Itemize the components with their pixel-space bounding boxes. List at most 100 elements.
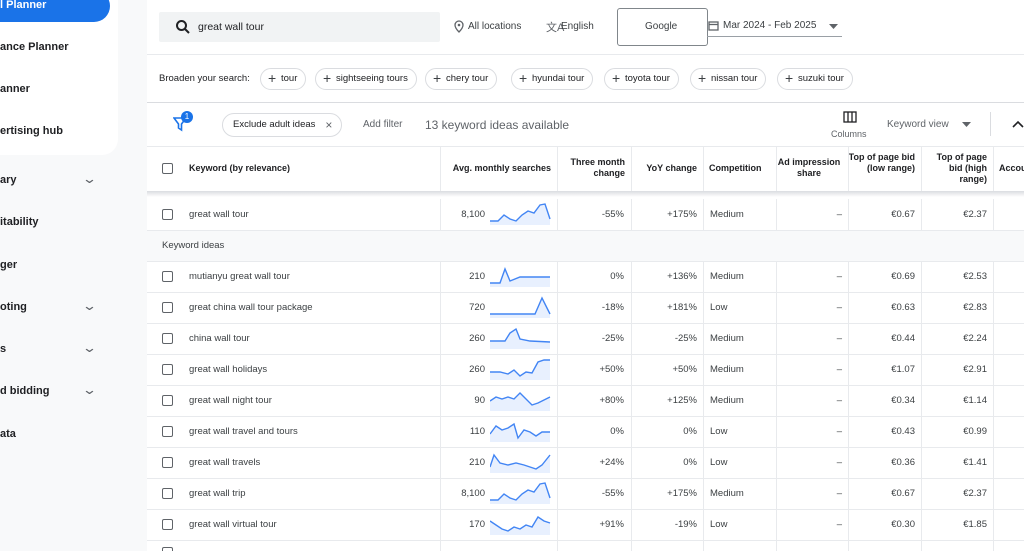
suggestion-chip[interactable]: nissan tour [690,68,767,90]
column-border [703,509,704,540]
column-border [703,199,704,230]
bid-low: €0.63 [891,301,915,313]
search-box[interactable] [159,12,440,42]
keyword[interactable]: great wall virtual tour [189,518,277,530]
suggestion-chip[interactable]: tour [260,68,307,90]
nav-item[interactable]: s [0,343,7,355]
checkbox[interactable] [162,394,173,406]
chevron[interactable]: ⌄ [81,382,98,397]
row-border [147,416,1024,417]
keyword[interactable]: mutianyu great wall tour [189,270,290,282]
ad-impression-share: – [836,332,842,344]
keyword[interactable]: great wall night tour [189,394,272,406]
column-border [631,323,632,354]
ad-impression-share: – [836,518,842,530]
column-header[interactable]: Top of page bid (high range) [936,152,987,184]
keyword[interactable]: great wall trip [189,487,246,499]
column-header[interactable]: Three month change [570,157,625,178]
keyword[interactable]: great wall holidays [189,363,268,375]
suggestion-chip[interactable]: chery tour [425,68,498,90]
nav-item[interactable]: l Planner [0,0,47,11]
chevron[interactable]: ⌄ [81,298,98,313]
checkbox[interactable] [162,425,173,437]
suggestion-chip[interactable]: hyundai tour [511,68,594,90]
checkbox[interactable] [162,487,173,499]
keyword[interactable]: great wall travel and tours [189,425,298,437]
bid-low: €1.07 [891,363,915,375]
divider [147,102,1024,103]
nav-item[interactable]: oting [0,301,27,313]
column-header[interactable]: Avg. monthly searches [452,163,551,173]
keyword-view[interactable]: Keyword view [887,119,949,130]
suggestion-chip[interactable]: suzuki tour [777,68,853,90]
column-border [631,385,632,416]
filter-badge: 1 [181,111,193,123]
avg-monthly-searches: 260 [469,332,485,344]
nav-item[interactable]: ance Planner [0,41,69,53]
checkbox[interactable] [162,518,173,530]
nav-item[interactable]: d bidding [0,385,50,397]
add-filter[interactable]: Add filter [363,119,403,130]
keyword[interactable]: great china wall tour package [189,301,313,313]
nav-item[interactable]: ary [0,174,17,186]
three-month-change: +50% [599,363,624,375]
checkbox[interactable] [162,547,173,551]
chip-close[interactable]: × [325,118,333,132]
checkbox[interactable] [162,270,173,282]
column-border [921,292,922,323]
bid-low: €0.67 [891,487,915,499]
keyword[interactable]: great wall tour [189,208,249,220]
network[interactable]: Google [645,21,678,32]
yoy-change: +125% [667,394,697,406]
date-range[interactable]: Mar 2024 - Feb 2025 [723,20,817,31]
checkbox[interactable] [162,456,173,468]
collapse-icon[interactable] [1012,120,1024,128]
active-nav-pill[interactable] [0,0,110,22]
search-query[interactable]: great wall tour [198,21,264,33]
checkbox[interactable] [162,363,173,375]
column-border [631,199,632,230]
column-header[interactable]: Top of page bid (low range) [848,152,915,173]
columns-icon[interactable] [843,111,857,123]
keyword[interactable]: great wall travels [189,456,261,468]
yoy-change: +181% [667,301,697,313]
column-header[interactable]: Competition [709,163,762,173]
bid-high: €2.24 [963,332,987,344]
checkbox[interactable] [162,208,173,220]
column-header[interactable]: YoY change [646,163,697,173]
dropdown-arrow[interactable] [962,122,971,127]
competition: Low [710,518,728,530]
column-border [993,292,994,323]
sparkline-line [490,202,551,222]
column-header[interactable]: Accou [999,163,1024,173]
sparkline-area [490,423,550,442]
nav-item[interactable]: ger [0,259,18,271]
keyword[interactable]: china wall tour [189,332,250,344]
language[interactable]: English [561,21,594,32]
suggestion-chip[interactable]: sightseeing tours [315,68,417,90]
suggestion-chip[interactable]: toyota tour [604,68,679,90]
column-border [631,447,632,478]
checkbox[interactable] [162,332,173,344]
checkbox[interactable] [162,301,173,313]
nav-item[interactable]: anner [0,83,30,95]
column-border [631,147,632,191]
location[interactable]: All locations [468,21,522,32]
dropdown-arrow[interactable] [829,24,838,29]
bid-low: €0.44 [891,332,915,344]
nav-item[interactable]: itability [0,216,39,228]
column-header[interactable]: Ad impression share [777,157,841,178]
column-header[interactable]: Keyword (by relevance) [189,163,291,173]
filter-chip[interactable]: Exclude adult ideas × [222,113,343,137]
chevron[interactable]: ⌄ [81,171,98,186]
ad-impression-share: – [836,487,842,499]
nav-item[interactable]: ertising hub [0,125,63,137]
chevron[interactable]: ⌄ [81,340,98,355]
checkbox[interactable] [162,163,173,174]
columns-label[interactable]: Columns [831,129,867,139]
nav-item[interactable]: ata [0,428,16,440]
network-box[interactable] [617,8,708,46]
yoy-change: +50% [672,363,697,375]
column-border [440,147,441,191]
